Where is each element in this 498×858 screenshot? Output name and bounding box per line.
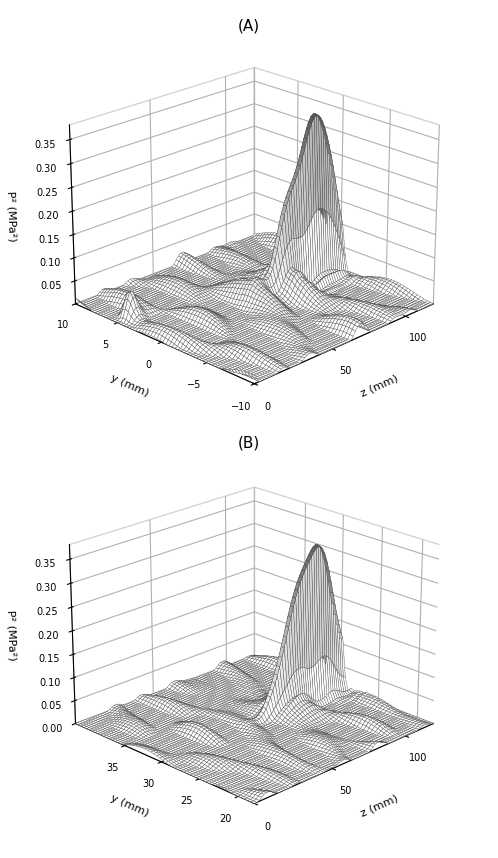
Y-axis label: y (mm): y (mm) [109,793,150,819]
Y-axis label: y (mm): y (mm) [109,372,150,398]
X-axis label: z (mm): z (mm) [359,373,399,398]
X-axis label: z (mm): z (mm) [359,793,399,818]
Text: (B): (B) [238,436,260,450]
Text: (A): (A) [238,19,260,33]
